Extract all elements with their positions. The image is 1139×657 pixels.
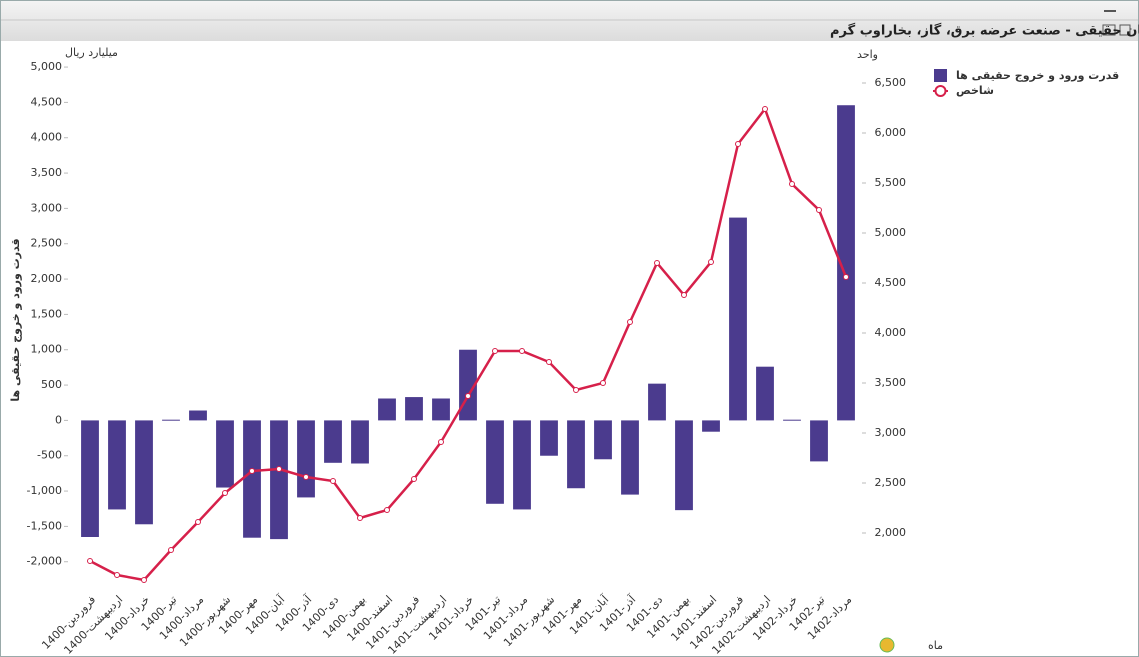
bar bbox=[405, 397, 423, 421]
bar bbox=[216, 420, 234, 488]
export-button[interactable] bbox=[1119, 24, 1131, 36]
y-tick-label: 4,000 bbox=[31, 131, 63, 144]
print-button[interactable] bbox=[1102, 24, 1116, 36]
line-point bbox=[654, 260, 660, 266]
line-point bbox=[600, 380, 606, 386]
y2-tick-label: 6,500 bbox=[875, 76, 907, 89]
line-point bbox=[843, 274, 849, 280]
bar bbox=[513, 420, 531, 510]
y-tick-label: 3,000 bbox=[31, 201, 63, 214]
y-tick-label: -2,000 bbox=[27, 555, 62, 568]
line-point bbox=[384, 507, 390, 513]
y-tick-label: 4,500 bbox=[31, 95, 63, 108]
line-point bbox=[87, 558, 93, 564]
y-tick-label: -1,000 bbox=[27, 484, 62, 497]
line-point bbox=[789, 181, 795, 187]
line-point bbox=[357, 515, 363, 521]
bar bbox=[783, 419, 801, 421]
line-point bbox=[411, 476, 417, 482]
bar bbox=[702, 420, 720, 432]
y2-tick-label: 2,000 bbox=[875, 526, 907, 539]
y-tick-label: 1,000 bbox=[31, 343, 63, 356]
line-point bbox=[168, 547, 174, 553]
line-point bbox=[249, 468, 255, 474]
bar bbox=[162, 419, 180, 421]
line-point bbox=[303, 474, 309, 480]
bar bbox=[621, 420, 639, 495]
y2-unit: واحد bbox=[857, 48, 878, 61]
line-point bbox=[330, 478, 336, 484]
line-point bbox=[708, 259, 714, 265]
line-point bbox=[762, 106, 768, 112]
y-tick-label: 0 bbox=[55, 413, 62, 426]
chart-title: نمودار خالص ورود (خروج) مشتریان حقیقی - … bbox=[830, 23, 1139, 39]
bar bbox=[324, 420, 342, 463]
y2-tick-label: 2,500 bbox=[875, 476, 907, 489]
y2-tick-label: 5,000 bbox=[875, 226, 907, 239]
y-unit: میلیارد ریال bbox=[65, 46, 118, 59]
y-tick-label: 1,500 bbox=[31, 307, 63, 320]
bar bbox=[810, 420, 828, 462]
line-point bbox=[141, 577, 147, 583]
line-point bbox=[546, 359, 552, 365]
bar bbox=[81, 420, 99, 537]
bar bbox=[351, 420, 369, 464]
legend-label: شاخص bbox=[956, 84, 994, 97]
bar bbox=[108, 420, 126, 510]
bar bbox=[540, 420, 558, 456]
bar bbox=[756, 366, 774, 421]
minimize-button[interactable] bbox=[1104, 10, 1116, 12]
y2-tick-label: 6,000 bbox=[875, 126, 907, 139]
y-tick-label: 3,500 bbox=[31, 166, 63, 179]
bar bbox=[648, 383, 666, 421]
settings-icon[interactable] bbox=[879, 637, 895, 653]
line-point bbox=[573, 387, 579, 393]
y2-tick-label: 3,500 bbox=[875, 376, 907, 389]
line-point bbox=[519, 348, 525, 354]
y-tick-label: 5,000 bbox=[31, 60, 63, 73]
line-point bbox=[465, 393, 471, 399]
line-point bbox=[222, 490, 228, 496]
line-point bbox=[195, 519, 201, 525]
bar bbox=[297, 420, 315, 498]
line-point bbox=[627, 319, 633, 325]
bar bbox=[729, 217, 747, 421]
x-axis-title: ماه bbox=[928, 639, 943, 652]
bar bbox=[567, 420, 585, 489]
y2-tick-label: 4,500 bbox=[875, 276, 907, 289]
line-point bbox=[681, 292, 687, 298]
bar bbox=[675, 420, 693, 511]
bar bbox=[189, 410, 207, 421]
legend-label: قدرت ورود و خروج حقیقی ها bbox=[956, 69, 1119, 83]
line-point bbox=[114, 572, 120, 578]
y-tick-label: 500 bbox=[41, 378, 62, 391]
title-bar bbox=[1, 1, 1138, 41]
bar bbox=[270, 420, 288, 540]
y-tick-label: -500 bbox=[37, 449, 62, 462]
bar bbox=[837, 105, 855, 421]
bar bbox=[243, 420, 261, 538]
bar bbox=[486, 420, 504, 504]
line-point bbox=[276, 466, 282, 472]
bar bbox=[594, 420, 612, 460]
y-tick-label: 2,500 bbox=[31, 237, 63, 250]
line-point bbox=[438, 439, 444, 445]
bar bbox=[432, 398, 450, 421]
y-axis-title: قدرت ورود و خروج حقیقی ها bbox=[9, 238, 23, 401]
bar bbox=[378, 398, 396, 421]
y2-tick-label: 3,000 bbox=[875, 426, 907, 439]
bar bbox=[135, 420, 153, 525]
line-point bbox=[492, 348, 498, 354]
y-tick-label: -1,500 bbox=[27, 519, 62, 532]
legend-swatch bbox=[934, 85, 947, 97]
line-point bbox=[816, 207, 822, 213]
line-point bbox=[735, 141, 741, 147]
y2-tick-label: 5,500 bbox=[875, 176, 907, 189]
y2-tick-label: 4,000 bbox=[875, 326, 907, 339]
y-tick-label: 2,000 bbox=[31, 272, 63, 285]
legend-swatch bbox=[934, 69, 947, 82]
